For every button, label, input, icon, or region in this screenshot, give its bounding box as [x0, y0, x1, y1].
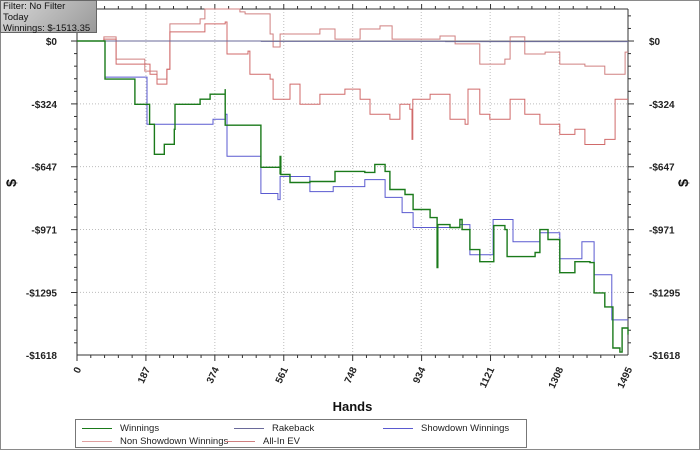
x-tick-label: 1308	[547, 365, 567, 390]
legend-item-rakeback[interactable]: Rakeback	[228, 422, 314, 434]
y-axis-title-right: $	[675, 179, 691, 187]
y-tick-label-left: $0	[46, 37, 58, 48]
x-tick-label: 187	[136, 365, 153, 385]
legend-item-non-showdown-winnings[interactable]: Non Showdown Winnings	[76, 435, 228, 447]
y-tick-label-left: -$324	[31, 100, 57, 111]
y-tick-label-left: -$1618	[26, 351, 58, 362]
y-tick-label-right: -$971	[649, 225, 675, 236]
y-tick-label-right: $0	[649, 37, 661, 48]
legend-label: Showdown Winnings	[421, 422, 510, 434]
y-tick-label-right: -$324	[649, 100, 675, 111]
y-tick-label-right: -$647	[649, 163, 675, 174]
series-line-non-showdown-winnings	[77, 21, 628, 145]
legend-item-winnings[interactable]: Winnings	[76, 422, 159, 434]
chart-legend: Winnings Rakeback Showdown Winnings Non …	[75, 419, 527, 448]
series-line-winnings	[77, 40, 629, 353]
legend-label: Rakeback	[272, 422, 315, 434]
x-tick-label: 0	[72, 365, 85, 375]
legend-swatch	[383, 427, 413, 429]
x-tick-label: 374	[205, 365, 222, 385]
x-tick-label: 934	[411, 365, 428, 385]
x-tick-label: 1495	[616, 365, 636, 390]
legend-label: Non Showdown Winnings	[120, 435, 229, 447]
y-tick-label-right: -$1295	[649, 288, 681, 299]
legend-swatch	[225, 440, 255, 442]
legend-swatch	[82, 427, 112, 429]
legend-label: Winnings	[120, 422, 160, 434]
legend-item-all-in-ev[interactable]: All-In EV	[225, 435, 300, 447]
winnings-total: Winnings: $-1513.35	[3, 23, 91, 34]
filter-info-box: Filter: No Filter Today Winnings: $-1513…	[0, 0, 97, 34]
period-label: Today	[3, 12, 29, 23]
y-tick-label-left: -$1295	[26, 288, 58, 299]
x-tick-label: 748	[343, 365, 360, 385]
series-line-all-in-ev	[77, 8, 628, 80]
x-axis-title: Hands	[333, 399, 373, 414]
y-tick-label-left: -$647	[31, 163, 57, 174]
legend-item-showdown-winnings[interactable]: Showdown Winnings	[377, 422, 509, 434]
series-line-rakeback	[77, 40, 629, 43]
legend-swatch	[82, 440, 112, 442]
x-tick-label: 561	[274, 365, 291, 385]
legend-label: All-In EV	[263, 435, 300, 447]
y-tick-label-left: -$971	[31, 225, 57, 236]
filter-label: Filter: No Filter	[3, 1, 66, 12]
y-tick-label-right: -$1618	[649, 351, 681, 362]
x-tick-label: 1121	[478, 365, 497, 390]
series-line-showdown-winnings	[77, 40, 628, 321]
y-axis-title-left: $	[3, 179, 19, 187]
legend-swatch	[234, 427, 264, 429]
